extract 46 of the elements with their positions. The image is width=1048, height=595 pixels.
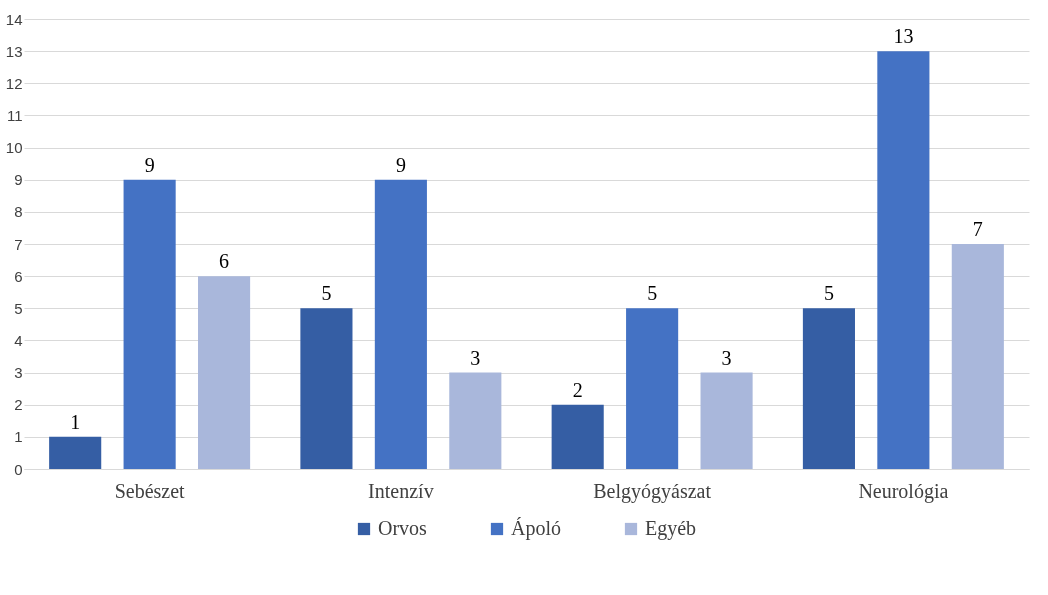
y-tick-label: 12 <box>5 74 23 92</box>
legend-label: Ápoló <box>511 517 561 540</box>
y-tick-label: 14 <box>5 10 23 28</box>
data-label: 5 <box>647 282 658 305</box>
x-tick-label: Intenzív <box>368 479 434 502</box>
y-tick-label: 5 <box>14 299 23 317</box>
data-label: 13 <box>893 25 914 48</box>
data-label: 5 <box>321 282 332 305</box>
y-tick-label: 1 <box>14 428 23 446</box>
bar <box>700 372 753 469</box>
data-label: 5 <box>823 282 834 305</box>
bar <box>951 244 1004 469</box>
data-label: 3 <box>470 346 481 369</box>
bar <box>300 308 353 469</box>
y-tick-label: 0 <box>14 460 23 478</box>
y-tick-label: 13 <box>5 42 23 60</box>
x-tick-label: Neurológia <box>858 479 949 503</box>
legend-label: Egyéb <box>645 517 697 540</box>
data-label: 7 <box>972 218 983 240</box>
data-label: 6 <box>219 250 230 273</box>
bar <box>626 308 679 469</box>
bar <box>374 179 427 469</box>
data-label: 3 <box>721 346 732 369</box>
data-label: 1 <box>70 410 81 433</box>
x-tick-label: Belgyógyászat <box>593 479 712 503</box>
y-tick-label: 4 <box>14 331 23 349</box>
y-tick-label: 3 <box>14 364 23 382</box>
bar <box>123 179 176 469</box>
bar <box>49 436 102 469</box>
y-tick-label: 7 <box>14 235 23 253</box>
bar <box>551 404 604 469</box>
y-tick-label: 2 <box>14 396 23 414</box>
bar <box>802 308 855 469</box>
data-label: 2 <box>572 378 583 401</box>
data-label: 9 <box>144 153 155 176</box>
y-tick-label: 11 <box>6 106 23 124</box>
y-tick-label: 6 <box>14 267 23 285</box>
bar <box>198 276 251 469</box>
bar <box>449 372 502 469</box>
y-tick-label: 10 <box>5 139 23 157</box>
y-tick-label: 8 <box>14 203 23 221</box>
bar <box>877 51 930 469</box>
legend-label: Orvos <box>378 517 428 539</box>
data-label: 9 <box>395 153 406 176</box>
x-tick-label: Sebészet <box>114 479 186 502</box>
y-tick-label: 9 <box>14 171 23 189</box>
